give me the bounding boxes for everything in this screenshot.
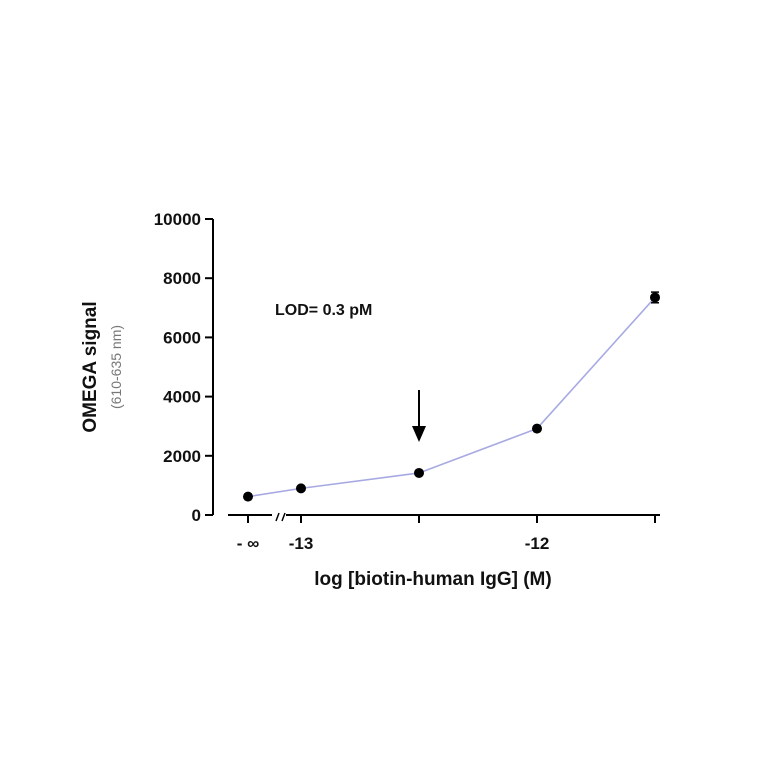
y-axis-subtitle: (610-635 nm) (108, 325, 124, 409)
x-tick-label: -12 (525, 534, 550, 553)
data-points (243, 291, 660, 502)
x-tick-label: -13 (289, 534, 314, 553)
axis-break-mark (275, 512, 280, 522)
y-axis-title: OMEGA signal (80, 301, 101, 432)
y-tick-label: 10000 (154, 210, 201, 229)
y-axis: 0 2000 4000 6000 8000 10000 (154, 210, 214, 525)
x-tick-label-neginf: - ∞ (237, 534, 260, 553)
y-tick-label: 0 (192, 506, 201, 525)
data-point-neginf (243, 491, 253, 502)
x-axis: - ∞ -13 -12 (228, 512, 660, 553)
y-tick-label: 8000 (163, 269, 201, 288)
series-path (247, 296, 656, 498)
series-line (247, 296, 656, 498)
lod-arrow (412, 390, 426, 442)
y-tick-label: 6000 (163, 328, 201, 347)
axis-break-mark (281, 512, 286, 522)
data-point (296, 483, 306, 494)
data-point (414, 467, 424, 478)
data-point (532, 423, 542, 434)
arrow-head (412, 426, 426, 442)
y-tick-label: 4000 (163, 388, 201, 407)
data-point (650, 292, 660, 303)
y-tick-label: 2000 (163, 447, 201, 466)
x-axis-title: log [biotin-human IgG] (M) (314, 569, 551, 590)
lod-annotation: LOD= 0.3 pM (275, 302, 372, 319)
